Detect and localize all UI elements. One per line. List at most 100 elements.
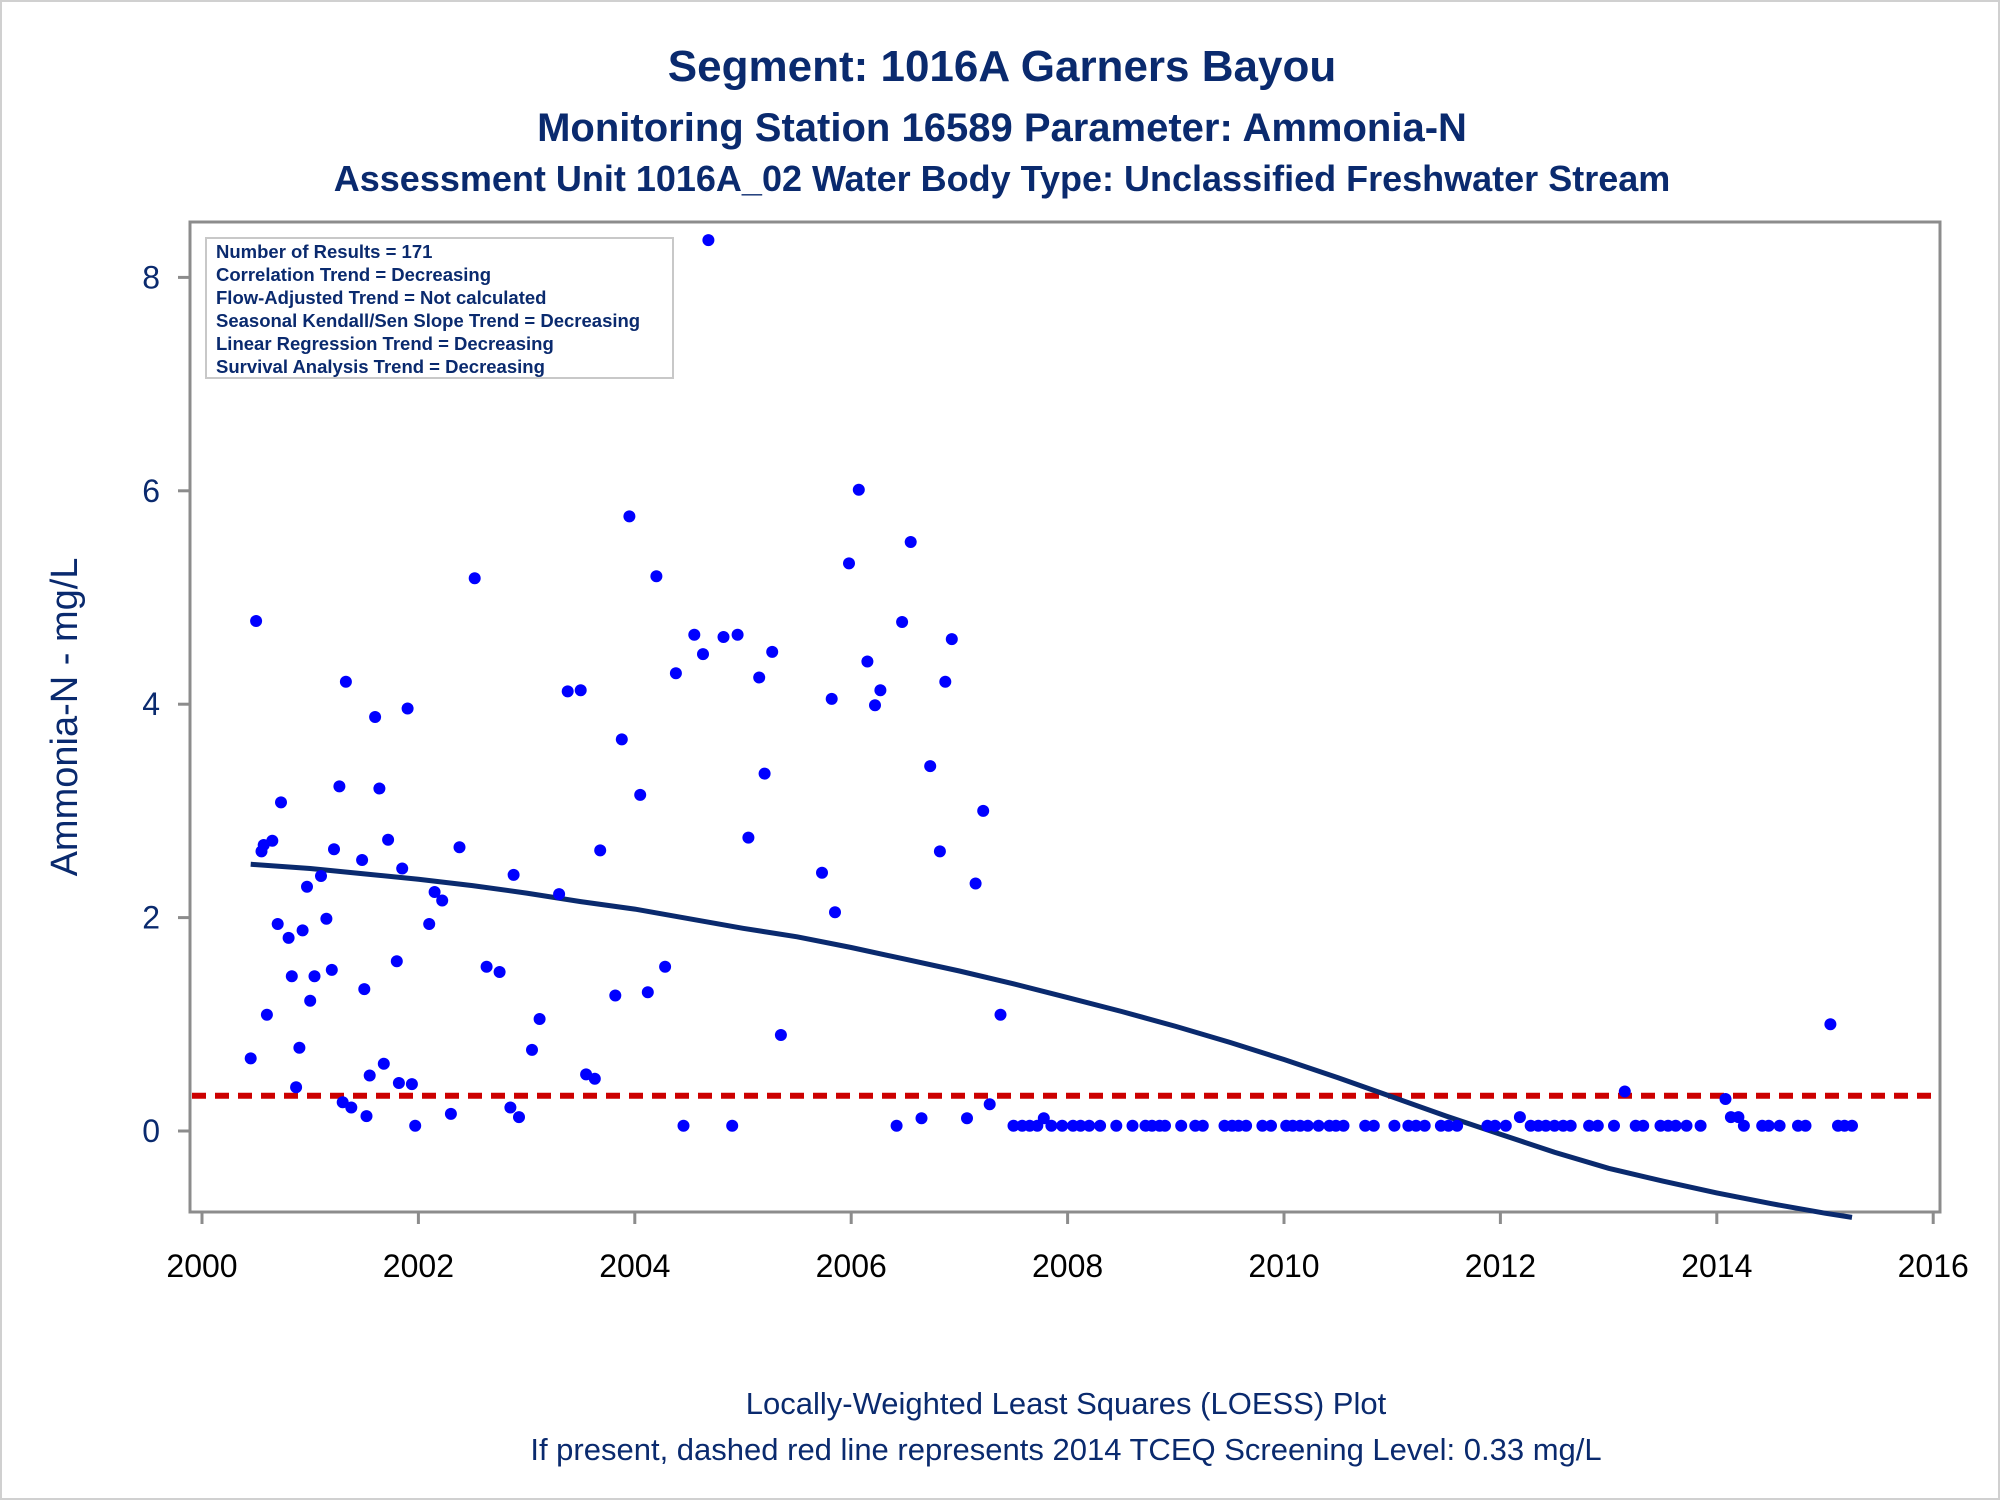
loess-trend-line	[250, 861, 1853, 1220]
data-point	[615, 733, 628, 746]
data-point	[933, 845, 946, 858]
x-tick-label: 2000	[166, 1248, 237, 1284]
data-point	[753, 671, 766, 684]
data-point	[377, 1057, 390, 1070]
data-point	[1694, 1119, 1707, 1132]
data-point	[1159, 1119, 1171, 1132]
data-point	[1418, 1119, 1431, 1132]
data-point	[301, 880, 313, 893]
data-point	[1591, 1119, 1604, 1132]
data-point	[436, 894, 449, 907]
data-point	[677, 1119, 690, 1132]
stats-line: Linear Regression Trend = Decreasing	[216, 333, 554, 354]
x-tick-label: 2004	[599, 1248, 670, 1284]
data-point	[336, 1096, 349, 1109]
data-point	[320, 912, 333, 925]
data-point	[345, 1101, 358, 1114]
data-point	[493, 966, 506, 978]
data-point	[480, 960, 493, 973]
y-tick-label: 4	[142, 686, 160, 722]
x-tick-label: 2010	[1248, 1248, 1319, 1284]
data-point	[369, 711, 382, 723]
data-point	[904, 536, 917, 548]
data-point	[774, 1029, 787, 1041]
data-point	[1196, 1119, 1209, 1132]
data-point	[588, 1072, 601, 1085]
x-tick-label: 2016	[1898, 1248, 1969, 1284]
data-point	[275, 796, 287, 809]
data-point	[1680, 1119, 1693, 1132]
data-point	[358, 983, 371, 996]
data-point	[266, 834, 279, 847]
data-point	[360, 1110, 373, 1123]
data-point	[594, 844, 607, 857]
data-point	[1110, 1119, 1123, 1132]
data-point	[1513, 1111, 1526, 1124]
data-point	[308, 970, 321, 983]
data-point	[1737, 1119, 1750, 1132]
y-tick-label: 2	[142, 900, 160, 936]
data-point	[356, 854, 369, 866]
data-point	[609, 989, 622, 1002]
data-point	[816, 866, 828, 879]
y-axis: 0 2 4 6 8	[142, 259, 190, 1149]
data-point	[382, 833, 395, 846]
data-point	[315, 870, 327, 882]
data-point	[1773, 1119, 1786, 1132]
data-point	[401, 702, 414, 715]
x-tick-label: 2006	[816, 1248, 887, 1284]
data-point	[945, 633, 958, 646]
data-point	[1539, 1119, 1552, 1132]
data-point	[915, 1112, 928, 1125]
data-point	[1637, 1119, 1650, 1132]
data-point	[574, 684, 587, 697]
data-point	[1074, 1119, 1087, 1132]
x-tick-label: 2012	[1465, 1248, 1536, 1284]
data-point	[890, 1119, 903, 1132]
data-point	[333, 780, 346, 793]
data-point	[1762, 1119, 1775, 1132]
data-point	[250, 615, 263, 627]
data-point	[1359, 1119, 1372, 1132]
y-axis-label: Ammonia-N - mg/L	[44, 558, 86, 877]
data-point	[861, 655, 874, 668]
data-point	[328, 843, 340, 856]
data-point	[396, 862, 409, 875]
x-axis: 2000 2002 2004 2006 2008 2010 2012 2014 2016	[166, 1212, 1969, 1284]
data-point	[702, 234, 715, 247]
data-point	[731, 628, 744, 641]
data-point	[444, 1107, 457, 1120]
x-tick-label: 2008	[1032, 1248, 1103, 1284]
data-point	[1669, 1119, 1682, 1132]
data-point	[641, 986, 654, 999]
data-point	[1126, 1119, 1139, 1132]
stats-line: Correlation Trend = Decreasing	[216, 264, 491, 285]
data-point	[1442, 1119, 1455, 1132]
data-point	[843, 557, 855, 570]
data-point	[852, 483, 865, 496]
data-point	[758, 767, 771, 780]
data-point	[1732, 1111, 1745, 1124]
data-point	[1499, 1119, 1512, 1132]
data-point	[1618, 1085, 1631, 1098]
data-point	[659, 960, 672, 973]
data-point	[869, 699, 881, 712]
data-point	[390, 955, 403, 968]
data-point	[507, 868, 520, 881]
data-point	[1719, 1093, 1732, 1105]
data-point	[1007, 1119, 1020, 1132]
y-tick-label: 0	[142, 1113, 160, 1149]
chart-title: Segment: 1016A Garners Bayou	[668, 42, 1336, 91]
data-point	[285, 970, 298, 983]
data-point	[392, 1077, 405, 1089]
x-tick-label: 2014	[1681, 1248, 1752, 1284]
footnote-loess: Locally-Weighted Least Squares (LOESS) P…	[746, 1386, 1387, 1421]
data-point	[1367, 1119, 1380, 1132]
stats-line: Flow-Adjusted Trend = Not calculated	[216, 287, 546, 308]
data-point	[742, 831, 755, 844]
data-point	[533, 1013, 546, 1025]
data-point	[1824, 1018, 1837, 1031]
data-point	[983, 1098, 996, 1111]
data-point	[1240, 1119, 1253, 1132]
